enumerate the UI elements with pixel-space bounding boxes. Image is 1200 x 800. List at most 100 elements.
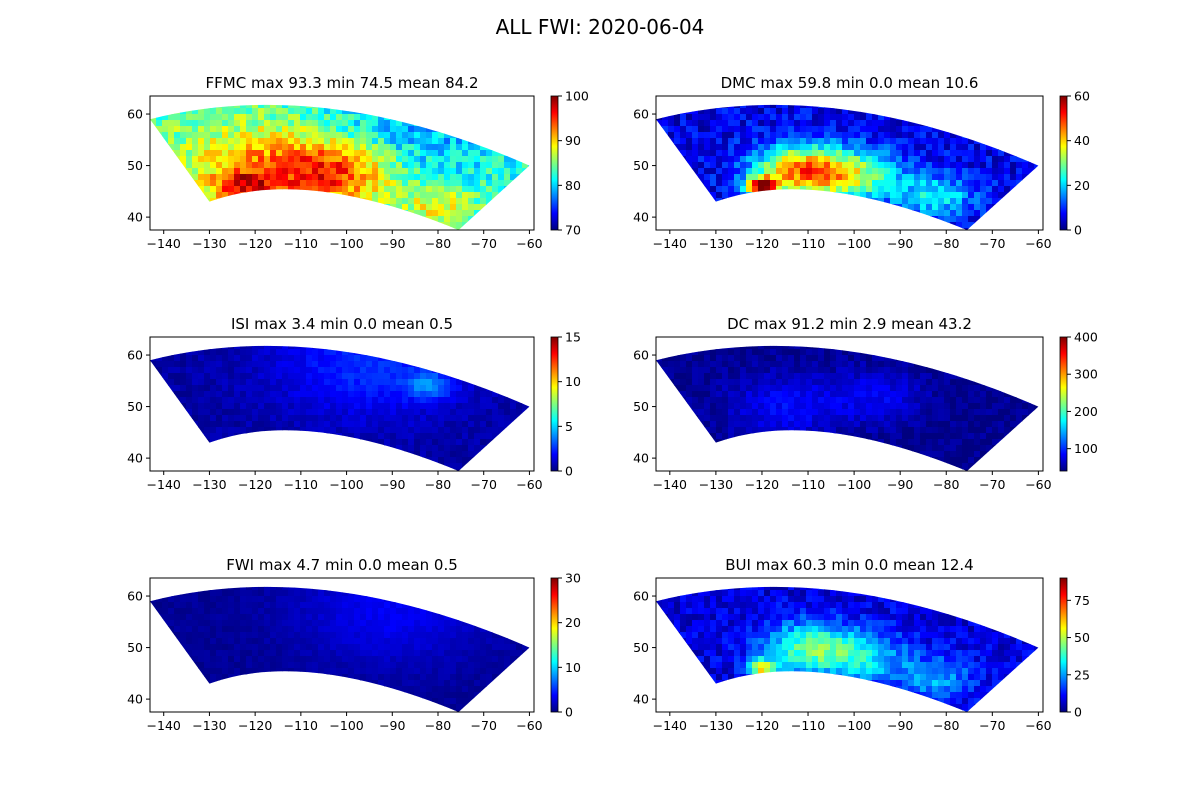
y-tick-label: 50	[633, 158, 649, 173]
x-tick-label: −100	[329, 718, 363, 733]
x-tick-label: −110	[791, 718, 825, 733]
colorbar-tick-label: 20	[1074, 178, 1090, 193]
x-tick-label: −120	[745, 236, 779, 251]
panel-isi: ISI max 3.4 min 0.0 mean 0.5 −140 −130 −120…	[127, 315, 581, 492]
colorbar-tick-label: 50	[1074, 630, 1090, 645]
colorbar-tick-label: 75	[1074, 593, 1090, 608]
x-tick-label: −110	[791, 477, 825, 492]
panel-dc: DC max 91.2 min 2.9 mean 43.2 −140 −130 −12…	[633, 315, 1098, 492]
x-tick-label: −130	[192, 477, 226, 492]
x-tick-label: −140	[147, 477, 181, 492]
y-tick-label: 50	[633, 640, 649, 655]
colorbar-tick-label: 0	[565, 705, 573, 720]
x-tick-label: −100	[329, 477, 363, 492]
x-tick-label: −70	[471, 718, 497, 733]
x-tick-label: −130	[192, 236, 226, 251]
x-tick-label: −110	[284, 718, 318, 733]
x-tick-label: −130	[699, 236, 733, 251]
colorbar-tick-label: 10	[565, 374, 581, 389]
y-tick-label: 40	[127, 210, 143, 225]
x-tick-label: −110	[284, 477, 318, 492]
panel-title: FFMC max 93.3 min 74.5 mean 84.2	[206, 74, 479, 92]
x-tick-label: −100	[837, 718, 871, 733]
y-tick-label: 60	[127, 589, 143, 604]
colorbar-tick-label: 80	[565, 178, 581, 193]
x-tick-label: −100	[837, 477, 871, 492]
x-tick-label: −100	[837, 236, 871, 251]
colorbar-tick-label: 300	[1074, 367, 1098, 382]
y-tick-label: 60	[127, 348, 143, 363]
x-tick-label: −120	[745, 477, 779, 492]
field-ffmc	[150, 104, 530, 230]
x-tick-label: −60	[516, 236, 542, 251]
x-tick-label: −60	[1025, 477, 1051, 492]
axes-frame	[149, 336, 535, 472]
x-tick-label: −90	[379, 236, 405, 251]
y-tick-label: 50	[127, 640, 143, 655]
y-tick-label: 60	[633, 348, 649, 363]
y-tick-label: 60	[127, 107, 143, 122]
colorbar	[550, 577, 559, 713]
axes-frame	[655, 577, 1044, 713]
colorbar-tick-label: 15	[565, 330, 581, 345]
x-tick-label: −60	[516, 477, 542, 492]
colorbar	[1059, 336, 1068, 472]
colorbar-tick-label: 60	[1074, 89, 1090, 104]
colorbar-tick-label: 70	[565, 223, 581, 238]
panel-fwi: FWI max 4.7 min 0.0 mean 0.5 −140 −130 −120…	[127, 556, 581, 733]
x-tick-label: −80	[933, 718, 959, 733]
x-tick-label: −60	[1025, 236, 1051, 251]
x-tick-label: −70	[979, 236, 1005, 251]
y-tick-label: 40	[633, 210, 649, 225]
colorbar-tick-label: 30	[565, 571, 581, 586]
colorbar-tick-label: 0	[1074, 705, 1082, 720]
x-tick-label: −60	[1025, 718, 1051, 733]
colorbar-tick-label: 5	[565, 419, 573, 434]
x-tick-label: −80	[425, 477, 451, 492]
colorbar-tick-label: 400	[1074, 330, 1098, 345]
y-tick-label: 40	[127, 451, 143, 466]
x-tick-label: −90	[887, 477, 913, 492]
x-tick-label: −80	[933, 477, 959, 492]
x-tick-label: −60	[516, 718, 542, 733]
x-tick-label: −100	[329, 236, 363, 251]
x-tick-label: −70	[471, 477, 497, 492]
colorbar-tick-label: 0	[1074, 223, 1082, 238]
y-tick-label: 50	[127, 399, 143, 414]
x-tick-label: −120	[745, 718, 779, 733]
axes-frame	[655, 95, 1044, 231]
x-tick-label: −80	[425, 236, 451, 251]
panel-dmc: DMC max 59.8 min 0.0 mean 10.6 −140 −130 −1…	[633, 74, 1090, 251]
y-tick-label: 40	[127, 692, 143, 707]
colorbar-tick-label: 25	[1074, 667, 1090, 682]
panel-ffmc: FFMC max 93.3 min 74.5 mean 84.2 −140 −130…	[127, 74, 589, 251]
map-panels: FFMC max 93.3 min 74.5 mean 84.2 −140 −130…	[127, 74, 1098, 733]
colorbar	[1059, 95, 1068, 231]
x-tick-label: −120	[238, 236, 272, 251]
panel-title: BUI max 60.3 min 0.0 mean 12.4	[725, 556, 973, 574]
panel-title: FWI max 4.7 min 0.0 mean 0.5	[226, 556, 458, 574]
figure-title: ALL FWI: 2020-06-04	[496, 15, 705, 39]
x-tick-label: −140	[147, 718, 181, 733]
x-tick-label: −140	[147, 236, 181, 251]
colorbar-tick-label: 40	[1074, 133, 1090, 148]
field-dmc	[656, 104, 1039, 230]
axes-frame	[655, 336, 1044, 472]
panel-title: DC max 91.2 min 2.9 mean 43.2	[727, 315, 972, 333]
x-tick-label: −140	[653, 718, 687, 733]
x-tick-label: −140	[653, 236, 687, 251]
x-tick-label: −140	[653, 477, 687, 492]
field-dc	[656, 345, 1039, 471]
y-tick-label: 40	[633, 451, 649, 466]
field-bui	[656, 586, 1039, 712]
x-tick-label: −90	[379, 477, 405, 492]
y-tick-label: 60	[633, 589, 649, 604]
x-tick-label: −80	[933, 236, 959, 251]
colorbar	[550, 95, 559, 231]
x-tick-label: −110	[284, 236, 318, 251]
colorbar-tick-label: 10	[565, 660, 581, 675]
field-isi	[150, 345, 530, 471]
colorbar-tick-label: 100	[565, 89, 589, 104]
panel-title: DMC max 59.8 min 0.0 mean 10.6	[721, 74, 979, 92]
